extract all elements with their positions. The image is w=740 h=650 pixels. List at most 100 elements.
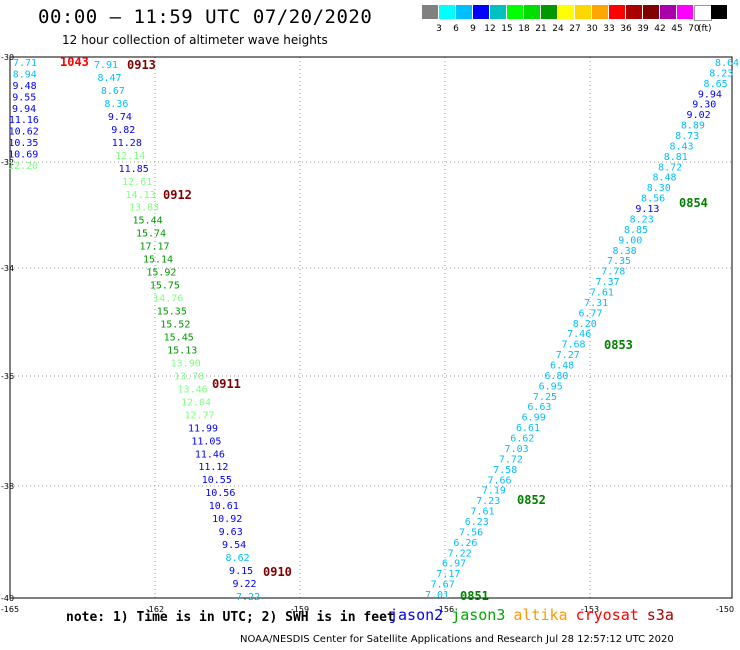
wave-height-value: 8.23 [630, 215, 654, 226]
colorbar-swatch [677, 5, 693, 19]
wave-height-value: 8.89 [681, 121, 705, 132]
wave-height-value: 9.48 [13, 81, 37, 92]
wave-height-value: 7.35 [607, 256, 631, 267]
wave-height-value: 7.91 [94, 60, 118, 71]
wave-height-value: 6.23 [465, 517, 489, 528]
pass-time-labels: 1043 0913 0912 0911 0910 0854 0853 0852 0851 [60, 55, 708, 603]
wave-height-value: 12.61 [122, 177, 152, 188]
wave-height-value: 11.46 [195, 449, 225, 460]
map-frame [9, 56, 733, 599]
longitude-tick-label: -156 [436, 605, 454, 614]
colorbar-swatch [558, 5, 574, 19]
credit-line: NOAA/NESDIS Center for Satellite Applica… [240, 634, 674, 645]
wave-height-value: 15.14 [143, 255, 173, 266]
colorbar-label: 3 [436, 24, 442, 34]
wave-height-value: 10.62 [9, 127, 39, 138]
legend-jason3: jason3 [451, 606, 506, 624]
wave-height-value: 11.12 [198, 462, 228, 473]
wave-height-value: 10.92 [212, 514, 242, 525]
colorbar-label: 30 [586, 24, 598, 34]
wave-height-value: 9.15 [229, 566, 253, 577]
wave-height-value: 14.13 [126, 190, 156, 201]
wave-height-value: 8.43 [669, 142, 693, 153]
wave-height-value: 7.68 [561, 340, 585, 351]
map-title: 00:00 – 11:59 UTC 07/20/2020 [38, 6, 373, 28]
wave-height-value: 8.81 [664, 152, 688, 163]
legend-altika: altika [513, 606, 568, 624]
wave-height-value: 7.23 [476, 496, 500, 507]
pass-time-label: 0911 [212, 377, 241, 391]
wave-height-value: 8.38 [613, 246, 637, 257]
colorbar-label: 45 [671, 24, 683, 34]
wave-height-value: 8.94 [13, 69, 37, 80]
wave-height-value: 8.72 [658, 162, 682, 173]
wave-height-value: 7.46 [567, 329, 591, 340]
colorbar-label: 70 [688, 24, 700, 34]
longitude-tick-label: -153 [581, 605, 599, 614]
wave-height-value: 9.55 [12, 92, 36, 103]
wave-height-value: 10.55 [202, 475, 232, 486]
wave-height-value: 7.72 [499, 454, 523, 465]
wave-height-value: 6.61 [516, 423, 540, 434]
wave-height-value: 8.36 [104, 99, 128, 110]
wave-height-value: 7.67 [431, 580, 455, 591]
wave-height-value: 7.61 [590, 288, 614, 299]
wave-height-value: 7.66 [487, 475, 511, 486]
colorbar-label: 36 [620, 24, 632, 34]
pass-time-label: 1043 [60, 55, 89, 69]
latitude-tick-label: -38 [1, 482, 14, 491]
wave-height-value: 10.61 [209, 501, 239, 512]
wave-height-value: 7.25 [533, 392, 557, 403]
colorbar-swatch [456, 5, 472, 19]
wave-height-value: 6.48 [550, 361, 574, 372]
wave-height-value: 11.05 [191, 436, 221, 447]
longitude-tick-label: -162 [146, 605, 164, 614]
colorbar-swatch [541, 5, 557, 19]
wave-height-value: 6.80 [544, 371, 568, 382]
wave-height-value: 6.62 [510, 434, 534, 445]
latitude-tick-label: -40 [1, 594, 14, 603]
wave-height-value: 6.99 [522, 413, 546, 424]
wave-height-value: 7.78 [601, 267, 625, 278]
wave-height-value: 15.92 [146, 268, 176, 279]
colorbar-swatch [609, 5, 625, 19]
wave-height-value: 13.83 [129, 203, 159, 214]
wave-height-value: 6.77 [578, 308, 602, 319]
latitude-tick-label: -34 [1, 264, 14, 273]
satellite-legend: jason2 jason3 altika cryosat s3a [389, 606, 682, 624]
colorbar-label: 15 [501, 24, 513, 34]
wave-height-value: 9.30 [692, 100, 716, 111]
pass-time-label: 0910 [263, 565, 292, 579]
wave-height-value: 7.31 [584, 298, 608, 309]
wave-height-value: 13.90 [171, 358, 201, 369]
wave-height-value: 8.73 [675, 131, 699, 142]
pass-time-label: 0852 [517, 493, 546, 507]
longitude-tick-label: -150 [716, 605, 734, 614]
latitude-tick-label: -30 [1, 53, 14, 62]
colorbar-swatch [473, 5, 489, 19]
footnote: note: 1) Time is in UTC; 2) SWH is in fe… [66, 610, 395, 625]
wave-height-value: 9.94 [12, 104, 36, 115]
pass-time-label: 0854 [679, 196, 708, 210]
wave-height-value: 7.27 [556, 350, 580, 361]
wave-height-value: 12.14 [115, 151, 145, 162]
wave-height-value: 8.64 [715, 58, 739, 69]
colorbar-swatch [643, 5, 659, 19]
pass-time-label: 0851 [460, 589, 489, 603]
wave-height-value: 8.67 [101, 86, 125, 97]
wave-height-value: 8.47 [97, 73, 121, 84]
legend-s3a: s3a [646, 606, 674, 624]
wave-height-value: 7.71 [13, 58, 37, 69]
wave-height-value: 15.45 [164, 333, 194, 344]
wave-height-value: 7.56 [459, 527, 483, 538]
wave-height-value: 8.65 [704, 79, 728, 90]
wave-height-value: 9.94 [698, 89, 722, 100]
wave-height-value: 17.17 [139, 242, 169, 253]
colorbar-label: 33 [603, 24, 615, 34]
wave-height-value: 11.85 [119, 164, 149, 175]
colorbar-swatch [422, 5, 438, 19]
latitude-tick-label: -32 [1, 158, 14, 167]
wave-height-value: 15.74 [136, 229, 166, 240]
wave-height-value: 8.30 [647, 183, 671, 194]
map-grid [10, 57, 732, 598]
